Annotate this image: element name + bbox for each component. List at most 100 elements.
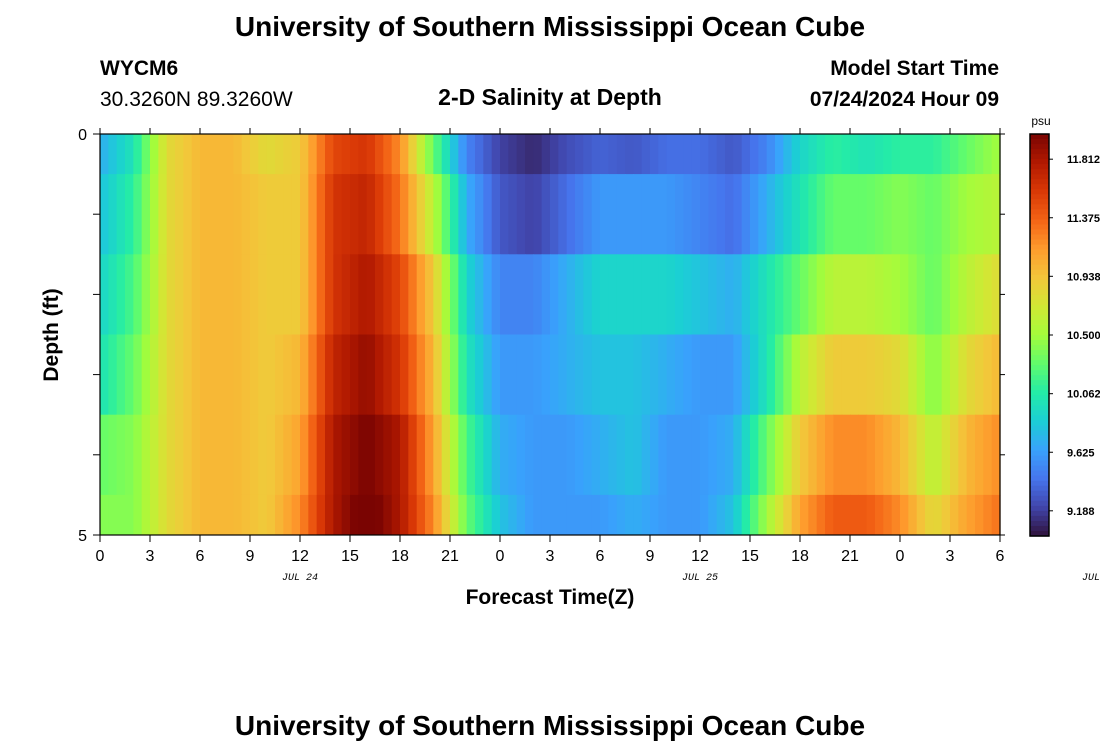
heatmap-cell [541,414,551,496]
heatmap-cell [816,334,826,416]
heatmap-cell [491,174,501,255]
x-tick-label: 15 [341,548,359,565]
heatmap-cell [525,174,534,255]
heatmap-cell [350,334,359,416]
heatmap-cell [508,414,518,496]
heatmap-cell [291,254,301,335]
heatmap-cell [841,174,851,255]
heatmap-cell [641,414,651,496]
colorbar-segment [1030,455,1049,462]
heatmap-cell [366,334,376,416]
heatmap-cell [725,494,734,536]
x-tick-label: 9 [246,548,255,565]
heatmap-cell [991,494,1001,536]
heatmap-cell [975,174,984,255]
heatmap-cell [483,134,493,175]
colorbar-segment [1030,159,1049,165]
heatmap-cell [408,174,418,255]
heatmap-cell [941,174,951,255]
heatmap-cell [425,174,434,255]
heatmap-cell [408,134,418,175]
heatmap-cell [125,414,134,496]
heatmap-cell [800,414,809,496]
heatmap-cell [925,334,934,416]
heatmap-cell [966,334,976,416]
heatmap-cell [141,174,151,255]
heatmap-cell [566,174,576,255]
heatmap-cell [666,334,676,416]
heatmap-cell [400,414,409,496]
colorbar-segment [1030,445,1049,452]
heatmap-cell [533,174,543,255]
heatmap-cell [375,494,384,536]
heatmap-cell [658,414,668,496]
heatmap-cell [341,414,351,496]
heatmap-cell [766,414,776,496]
heatmap-cell [916,254,926,335]
heatmap-cell [950,134,959,175]
heatmap-cell [358,134,368,175]
heatmap-cell [983,134,993,175]
heatmap-cell [650,334,659,416]
heatmap-cell [208,254,218,335]
heatmap-cell [733,134,743,175]
heatmap-cell [225,254,234,335]
heatmap-cell [433,494,443,536]
x-tick-label: 9 [646,548,655,565]
main-title: University of Southern Mississippi Ocean… [235,11,865,42]
heatmap-cell [483,414,493,496]
heatmap-cell [633,134,643,175]
heatmap-cell [891,254,901,335]
heatmap-cell [108,174,118,255]
heatmap-cell [408,334,418,416]
colorbar-tick-label: 11.375 [1067,213,1100,225]
heatmap-cell [150,334,159,416]
heatmap-cell [958,134,968,175]
heatmap-cell [266,174,276,255]
heatmap-cell [450,494,459,536]
heatmap-cell [191,414,201,496]
heatmap-cell [383,494,393,536]
colorbar-unit: psu [1031,114,1050,128]
heatmap-cell [475,254,484,335]
heatmap-cell [166,174,176,255]
heatmap-cell [491,414,501,496]
colorbar-segment [1030,219,1049,226]
colorbar-segment [1030,299,1049,306]
heatmap-cell [741,174,751,255]
heatmap-cell [200,174,209,255]
heatmap-cell [491,494,501,536]
colorbar-segment [1030,360,1049,366]
heatmap-cell [916,334,926,416]
date-labels: JUL 24 JUL 25 JUL 26 [282,573,1100,584]
x-axis: 0 3 6 9 12 15 18 21 0 3 6 9 12 15 18 21 0 3 6 [96,128,1005,565]
heatmap-cell [358,174,368,255]
heatmap-cell [308,414,318,496]
colorbar-segment [1030,430,1049,437]
heatmap-cell [191,254,201,335]
heatmap-cell [400,134,409,175]
heatmap-cell [858,174,868,255]
heatmap-cell [358,414,368,496]
heatmap-cell [991,254,1001,335]
heatmap-cell [100,334,109,416]
heatmap-cell [141,134,151,175]
heatmap-cell [533,254,543,335]
heatmap-cell [775,414,784,496]
heatmap-cell [833,254,843,335]
heatmap-cell [783,494,793,536]
heatmap-cell [725,174,734,255]
heatmap-cell [858,254,868,335]
x-tick-label: 21 [841,548,859,565]
station-id: WYCM6 [100,57,178,80]
heatmap-cell [833,174,843,255]
heatmap-cell [483,174,493,255]
heatmap-cell [908,254,918,335]
heatmap-cell [500,494,509,536]
heatmap-cell [175,174,184,255]
heatmap-cell [700,254,709,335]
heatmap-cell [900,134,909,175]
heatmap-cell [800,494,809,536]
heatmap-cell [591,134,601,175]
heatmap-cell [433,334,443,416]
